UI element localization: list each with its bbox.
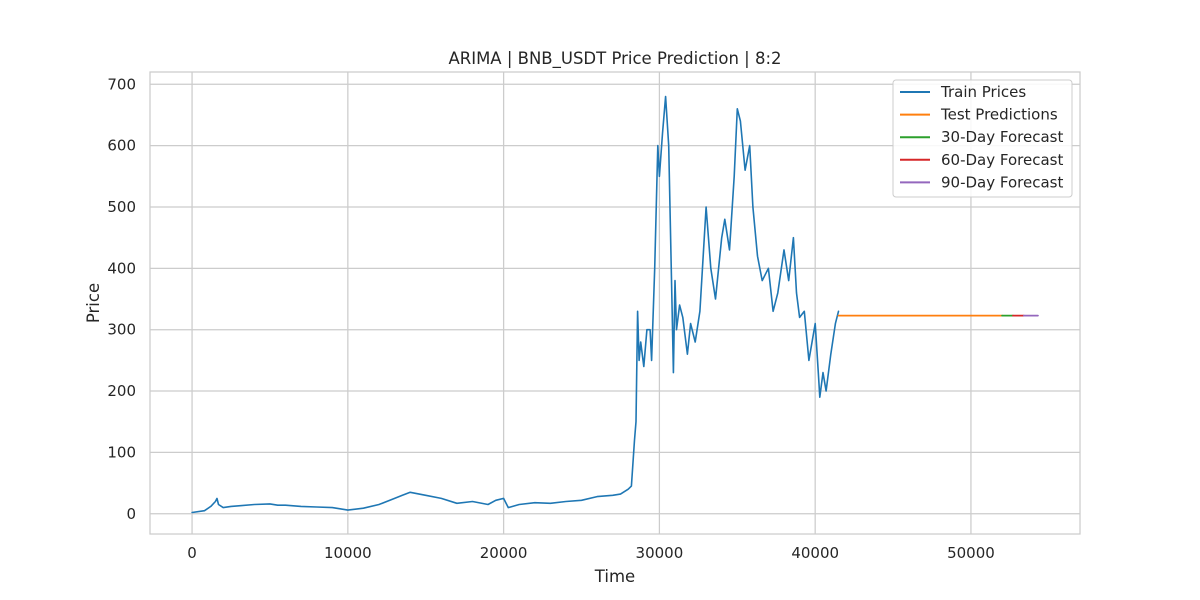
plot-area-frame [149,71,1081,535]
x-tick-label: 20000 [480,544,528,562]
legend-label-test-predictions: Test Predictions [940,106,1058,124]
y-tick-label: 400 [107,259,136,277]
legend-items: Train Prices Test Predictions 30-Day Forec… [900,83,1063,191]
legend-label-60-day-forecast: 60-Day Forecast [941,151,1063,169]
y-axis-title: Price [84,283,103,323]
x-tick-label: 50000 [947,544,995,562]
grid [150,72,1080,534]
x-axis-title: Time [594,567,635,586]
series-layer [191,95,1039,514]
legend: Train Prices Test Predictions 30-Day Forec… [892,79,1073,198]
y-tick-label: 700 [107,75,136,93]
y-tick-label: 100 [107,443,136,461]
y-tick-label: 600 [107,137,136,155]
y-tick-label: 500 [107,198,136,216]
x-tick-label: 0 [187,544,197,562]
legend-frame [892,79,1073,198]
y-tick-label: 200 [107,382,136,400]
x-axis-ticks: 0 10000 20000 30000 40000 50000 [187,544,995,562]
y-tick-label: 300 [107,321,136,339]
chart-title: ARIMA | BNB_USDT Price Prediction | 8:2 [448,49,781,69]
x-tick-label: 30000 [636,544,684,562]
legend-label-90-day-forecast: 90-Day Forecast [941,173,1063,191]
x-tick-label: 40000 [791,544,839,562]
legend-label-train-prices: Train Prices [940,83,1026,101]
y-tick-label: 0 [126,505,136,523]
legend-label-30-day-forecast: 30-Day Forecast [941,128,1063,146]
series-line-train-prices [191,95,840,514]
x-tick-label: 10000 [324,544,372,562]
y-axis-ticks: 0 100 200 300 400 500 600 700 [107,75,136,522]
